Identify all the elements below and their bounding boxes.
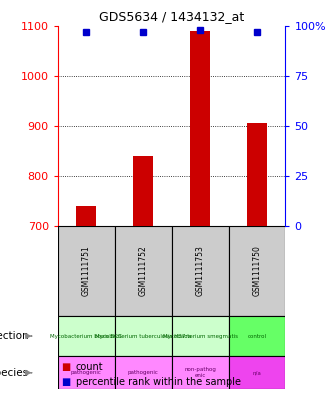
Bar	[190, 31, 210, 226]
Text: n/a: n/a	[252, 370, 261, 375]
Text: ■: ■	[61, 377, 70, 387]
Text: pathogenic: pathogenic	[71, 370, 102, 375]
Bar	[115, 316, 172, 356]
Bar	[247, 123, 267, 226]
Bar	[58, 226, 115, 316]
Text: Mycobacterium bovis BCG: Mycobacterium bovis BCG	[50, 334, 122, 338]
Bar	[172, 226, 228, 316]
Bar	[115, 356, 172, 389]
Bar	[172, 316, 228, 356]
Text: Mycobacterium smegmatis: Mycobacterium smegmatis	[163, 334, 238, 338]
Text: pathogenic: pathogenic	[128, 370, 159, 375]
Text: non-pathog
enic: non-pathog enic	[184, 367, 216, 378]
Bar	[58, 356, 115, 389]
Bar	[228, 356, 285, 389]
Bar	[76, 206, 96, 226]
Bar	[115, 226, 172, 316]
Text: GSM1111750: GSM1111750	[252, 245, 261, 296]
Text: control: control	[248, 334, 267, 338]
Bar	[58, 316, 115, 356]
Text: species: species	[0, 368, 29, 378]
Text: Mycobacterium tuberculosis H37ra: Mycobacterium tuberculosis H37ra	[95, 334, 191, 338]
Text: percentile rank within the sample: percentile rank within the sample	[76, 377, 241, 387]
Text: count: count	[76, 362, 104, 373]
Text: GSM1111752: GSM1111752	[139, 246, 148, 296]
Bar	[172, 356, 228, 389]
Text: ■: ■	[61, 362, 70, 373]
Bar	[133, 156, 153, 226]
Bar	[228, 316, 285, 356]
Title: GDS5634 / 1434132_at: GDS5634 / 1434132_at	[99, 10, 244, 23]
Text: GSM1111751: GSM1111751	[82, 246, 91, 296]
Bar	[228, 226, 285, 316]
Text: GSM1111753: GSM1111753	[196, 245, 205, 296]
Text: infection: infection	[0, 331, 29, 341]
